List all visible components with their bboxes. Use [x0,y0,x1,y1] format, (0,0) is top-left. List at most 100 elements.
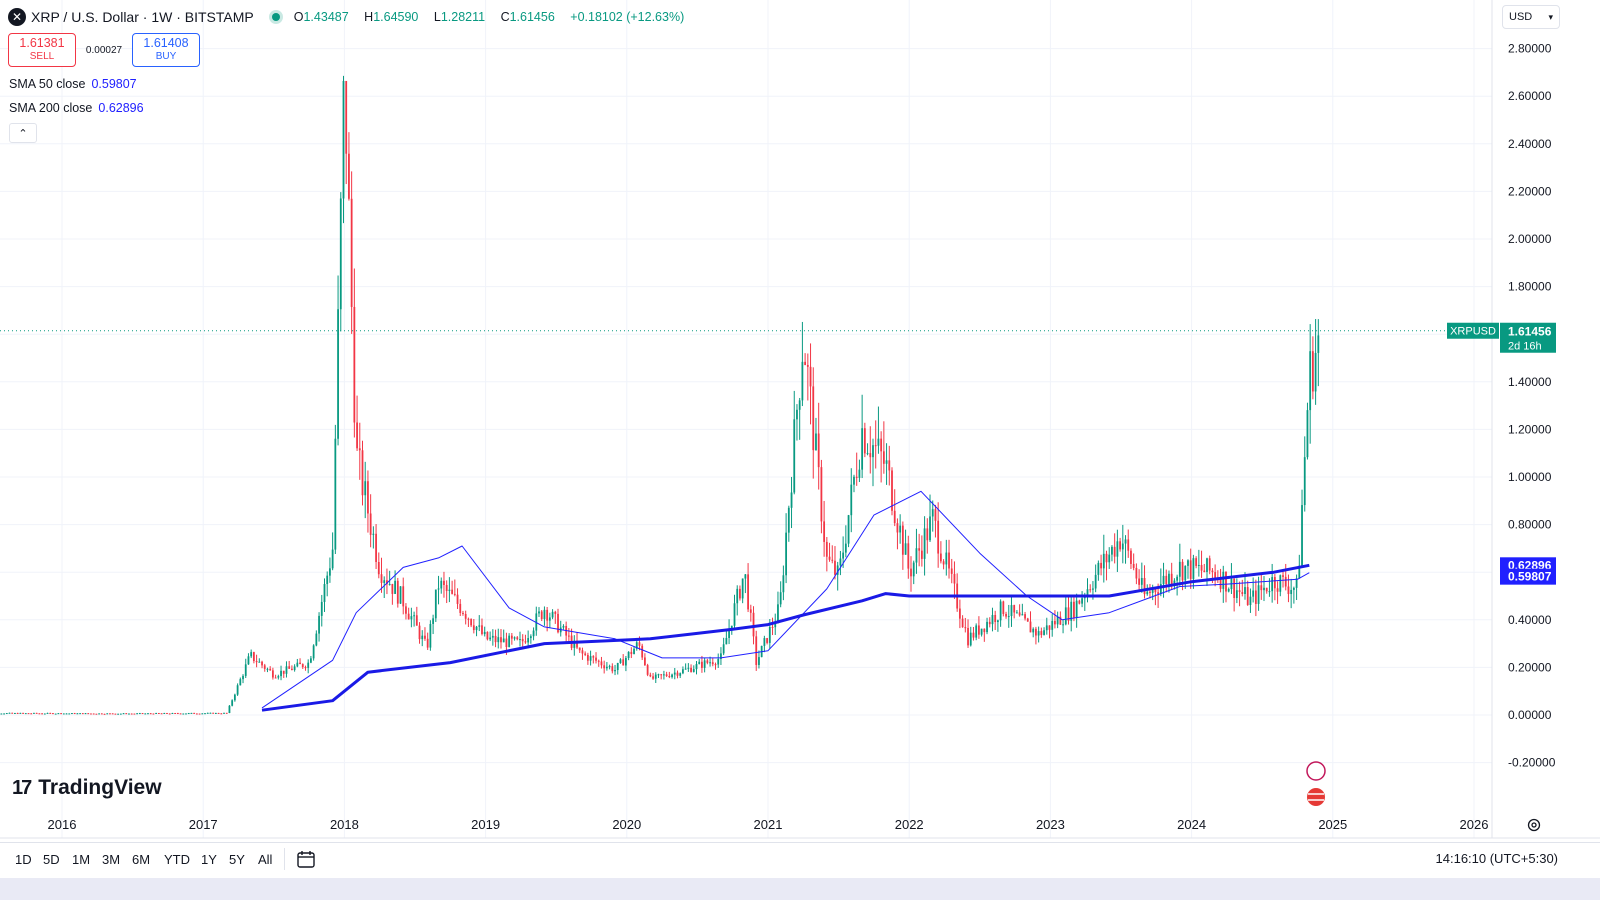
candle-body [214,712,217,714]
candle-body [836,565,839,575]
candle-body [671,674,673,678]
timeframe-3m[interactable]: 3M [102,852,121,867]
candle-body [633,648,635,655]
candle-body [95,713,98,715]
candle-body [573,640,576,648]
candle-body [38,713,41,715]
candle-body [1273,577,1276,589]
timeframe-ytd[interactable]: YTD [164,852,190,867]
candle-body [747,574,749,610]
x-tick-label: 2017 [189,817,218,832]
candle-body [448,589,451,591]
timeframe-5y[interactable]: 5Y [229,852,245,867]
spread-value: 0.00027 [85,44,123,56]
symbol-title[interactable]: XRP / U.S. Dollar · 1W · BITSTAMP [31,9,254,25]
candle-body [73,713,76,715]
sell-button[interactable]: 1.61381 SELL [8,33,76,67]
candle-body [478,625,481,627]
candle-body [68,713,71,715]
candles [0,75,1320,715]
candle-body [508,635,511,647]
timeframe-all[interactable]: All [258,852,273,867]
candle-body [1154,588,1157,593]
candle-body [1105,553,1108,563]
candle-body [673,672,676,675]
candle-body [823,521,826,542]
candle-body [386,580,388,585]
candle-body [209,712,212,714]
candle-body [603,665,606,669]
settings-gear-icon[interactable] [1526,817,1542,833]
symbol-tag-bg [1447,322,1499,339]
candle-body [912,562,915,577]
candle-body [81,713,84,715]
indicator-sma200[interactable]: SMA 200 close 0.62896 [9,101,144,115]
candle-body [274,677,277,679]
candle-body [282,670,285,674]
candle-body [1246,587,1249,605]
candle-body [687,667,690,669]
candle-body [779,592,782,605]
timeframe-1d[interactable]: 1D [15,852,32,867]
candle-body [1026,618,1029,622]
clock-timezone[interactable]: 14:16:10 (UTC+5:30) [1435,851,1558,866]
candle-body [310,658,312,663]
candle-body [345,80,348,154]
candle-body [861,428,864,470]
candle-body [1282,575,1284,577]
candle-body [166,712,168,714]
candle-body [725,637,728,645]
candle-body [676,672,679,676]
timeframe-6m[interactable]: 6M [132,852,151,867]
candle-body [953,573,956,584]
price-axis[interactable]: 2.80000 2.60000 2.40000 2.20000 2.00000 1.800… [1491,0,1556,838]
timeframe-5d[interactable]: 5D [43,852,60,867]
candle-body [1176,576,1179,581]
candle-body [551,611,554,618]
candle-body [456,594,459,604]
candle-body [122,713,125,715]
candle-body [782,575,785,593]
collapse-legend-button[interactable]: ⌃ [9,123,37,143]
candle-body [586,654,589,661]
buy-button[interactable]: 1.61408 BUY [132,33,200,67]
candle-body [271,670,274,678]
x-tick-label: 2019 [471,817,500,832]
timeframe-1m[interactable]: 1M [72,852,91,867]
time-axis[interactable]: 2016 2017 2018 2019 2020 2021 2022 2023 2024 2025… [0,817,1600,839]
currency-select[interactable]: USD ▾ [1502,5,1560,29]
last-price-tag-bg [1500,322,1556,353]
candle-body [187,713,190,715]
candle-body [1203,570,1206,573]
candle-body [755,636,758,665]
candle-body [65,713,68,715]
y-tick-label: 2.40000 [1508,137,1552,151]
candle-body [364,481,367,496]
toolbar-divider [284,848,285,870]
candle-body [459,603,462,613]
candle-body [1222,571,1225,589]
indicator-sma50[interactable]: SMA 50 close 0.59807 [9,77,137,91]
tradingview-logo[interactable]: 17 TradingView [12,776,162,800]
candle-body [929,516,931,541]
x-tick-label: 2020 [612,817,641,832]
candle-body [763,638,766,646]
candle-body [429,623,432,648]
candle-body [1070,601,1073,621]
x-tick-label: 2022 [895,817,924,832]
timeframe-1y[interactable]: 1Y [201,852,217,867]
candle-body [584,653,587,655]
candle-body [11,712,14,714]
candle-body [910,568,912,577]
candle-body [624,658,627,666]
candle-body [168,713,171,715]
candle-body [706,660,709,663]
open-value: 1.43487 [303,10,349,24]
candle-body [486,631,489,640]
candle-body [844,543,847,553]
candle-body [43,713,46,715]
candle-body [380,574,383,583]
calendar-goto-icon[interactable] [296,849,316,869]
candle-body [22,712,24,714]
